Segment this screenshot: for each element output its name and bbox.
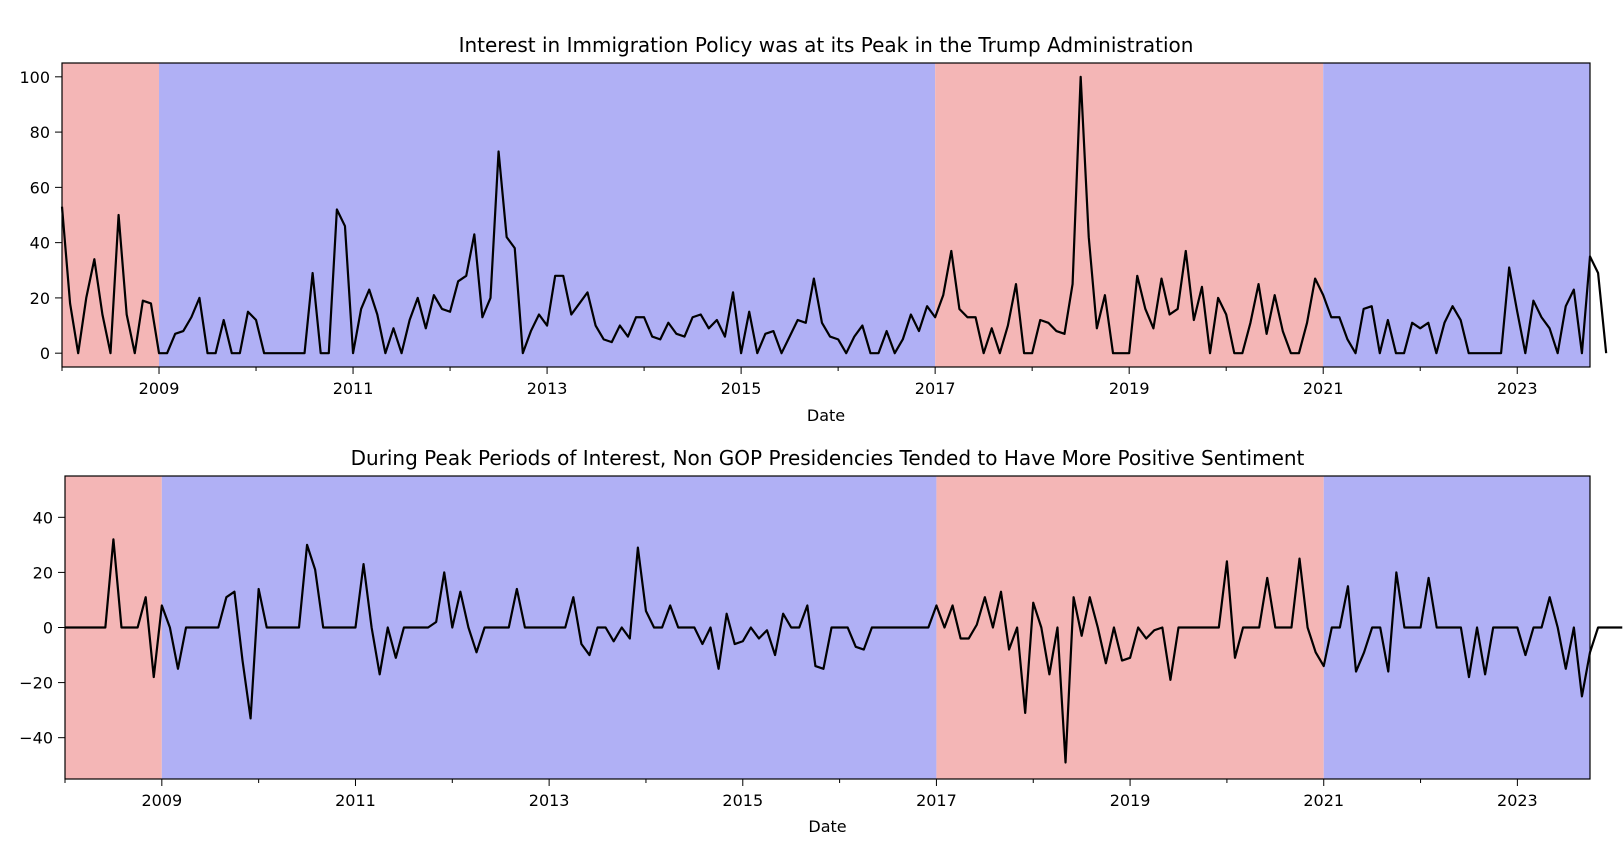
x-tick-label-2023: 2023 bbox=[1497, 791, 1538, 810]
axes-frame bbox=[64, 475, 1591, 780]
shaded-period-non-gop-4 bbox=[1323, 63, 1590, 367]
chart-title: During Peak Periods of Interest, Non GOP… bbox=[351, 446, 1305, 470]
y-tick-label: 40 bbox=[30, 234, 50, 253]
x-tick-label-2017: 2017 bbox=[915, 379, 956, 398]
y-tick-label: −20 bbox=[19, 674, 53, 693]
y-tick-label: 40 bbox=[33, 508, 53, 527]
series-line-1 bbox=[60, 75, 1608, 355]
y-tick-label: 20 bbox=[30, 289, 50, 308]
chart-panel-2: During Peak Periods of Interest, Non GOP… bbox=[19, 446, 1623, 836]
x-tick-label-2015: 2015 bbox=[722, 791, 763, 810]
x-tick-label-2019: 2019 bbox=[1109, 379, 1150, 398]
x-tick-label-2013: 2013 bbox=[529, 791, 570, 810]
y-tick-label: 100 bbox=[19, 68, 50, 87]
y-tick-label: 0 bbox=[40, 344, 50, 363]
x-axis-label: Date bbox=[808, 817, 846, 836]
y-tick-label: 60 bbox=[30, 178, 50, 197]
x-tick-label-2015: 2015 bbox=[721, 379, 762, 398]
shaded-period-non-gop-2 bbox=[159, 63, 936, 367]
y-tick-label: −40 bbox=[19, 729, 53, 748]
x-tick-label-2013: 2013 bbox=[527, 379, 568, 398]
x-axis-label: Date bbox=[807, 406, 845, 425]
y-tick-label: 80 bbox=[30, 123, 50, 142]
y-tick-label: 20 bbox=[33, 563, 53, 582]
axes-frame bbox=[61, 62, 1591, 368]
chart-title: Interest in Immigration Policy was at it… bbox=[459, 33, 1194, 57]
x-tick-label-2009: 2009 bbox=[141, 791, 182, 810]
y-tick-label: 0 bbox=[43, 619, 53, 638]
x-tick-label-2023: 2023 bbox=[1497, 379, 1538, 398]
shaded-period-gop-3 bbox=[936, 476, 1324, 779]
x-tick-label-2017: 2017 bbox=[916, 791, 957, 810]
shaded-period-gop-3 bbox=[935, 63, 1324, 367]
x-tick-label-2011: 2011 bbox=[333, 379, 374, 398]
shaded-period-gop-1 bbox=[62, 63, 160, 367]
x-tick-label-2019: 2019 bbox=[1110, 791, 1151, 810]
x-tick-label-2021: 2021 bbox=[1303, 791, 1344, 810]
x-tick-label-2011: 2011 bbox=[335, 791, 376, 810]
chart-panel-1: Interest in Immigration Policy was at it… bbox=[19, 33, 1608, 425]
series-line-1 bbox=[65, 538, 1623, 764]
x-tick-label-2021: 2021 bbox=[1303, 379, 1344, 398]
x-tick-label-2009: 2009 bbox=[139, 379, 180, 398]
